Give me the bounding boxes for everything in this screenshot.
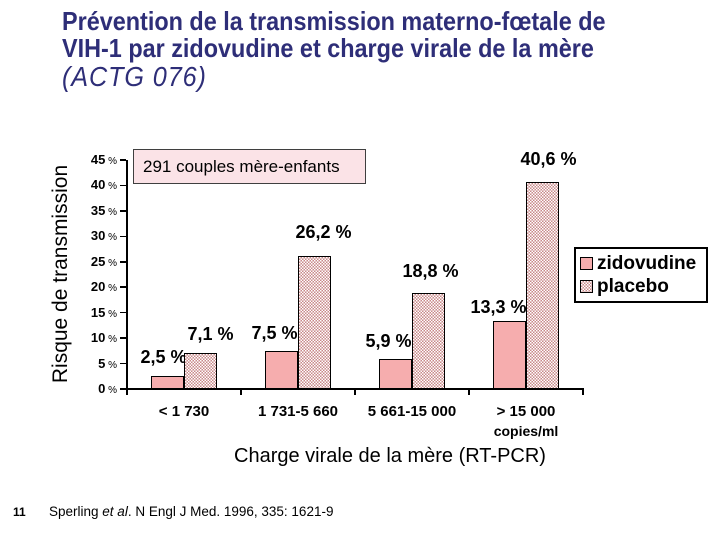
bar-label-zidovudine-1: 7,5 %: [251, 322, 298, 343]
citation-suffix: . N Engl J Med. 1996, 335: 1621-9: [127, 504, 334, 519]
y-tick-label: 10 %: [90, 330, 117, 346]
legend-label-zidovudine: zidovudine: [597, 252, 697, 274]
x-tick: [354, 389, 356, 395]
x-tick: [240, 389, 242, 395]
bar-label-zidovudine-3: 13,3 %: [470, 297, 527, 318]
x-axis-title: Charge virale de la mère (RT-PCR): [234, 445, 546, 467]
citation-prefix: Sperling: [49, 504, 103, 519]
y-tick-label: 0 %: [98, 381, 117, 397]
zidovudine-swatch-icon: [580, 257, 593, 270]
bar-label-zidovudine-2: 5,9 %: [365, 330, 412, 351]
slide-title: Prévention de la transmission materno-fœ…: [62, 8, 638, 92]
bar-placebo-3: [526, 182, 559, 389]
y-axis-line: [126, 160, 128, 389]
bar-label-placebo-2: 18,8 %: [402, 261, 459, 282]
citation-italic: et al: [102, 504, 128, 519]
x-category-label-2: 5 661-15 000: [367, 403, 457, 420]
annotation-box: 291 couples mère-enfants: [133, 149, 366, 184]
legend-item-zidovudine: zidovudine: [580, 252, 702, 274]
placebo-swatch-icon: [580, 280, 593, 293]
legend: zidovudine placebo: [574, 247, 708, 303]
legend-item-placebo: placebo: [580, 275, 702, 297]
y-tick-label: 5 %: [98, 355, 117, 371]
bar-placebo-0: [184, 352, 217, 389]
bar-placebo-1: [298, 255, 331, 389]
x-tick: [468, 389, 470, 395]
y-tick: [120, 235, 126, 238]
title-subtitle: (ACTG 076): [62, 61, 207, 92]
bar-zidovudine-1: [265, 350, 298, 389]
y-tick: [120, 388, 126, 390]
y-tick: [120, 362, 126, 365]
legend-label-placebo: placebo: [597, 275, 669, 297]
y-tick: [120, 261, 126, 263]
y-tick: [120, 159, 126, 161]
y-tick: [120, 337, 126, 339]
bar-label-placebo-0: 7,1 %: [187, 323, 234, 344]
y-tick-label: 40 %: [90, 177, 117, 193]
bar-zidovudine-0: [151, 376, 184, 389]
bar-label-placebo-1: 26,2 %: [295, 221, 352, 242]
bar-label-zidovudine-0: 2,5 %: [140, 347, 187, 368]
bar-zidovudine-2: [379, 358, 412, 389]
y-tick-label: 25 %: [90, 253, 117, 269]
bar-label-placebo-3: 40,6 %: [520, 149, 577, 170]
x-axis-line: [126, 388, 584, 390]
y-tick-label: 15 %: [90, 304, 117, 320]
bar-zidovudine-3: [493, 321, 526, 389]
bar-placebo-2: [412, 293, 445, 389]
x-tick: [582, 389, 584, 395]
x-category-label-0: < 1 730: [158, 403, 210, 420]
y-tick: [120, 184, 126, 187]
y-tick-label: 45 %: [90, 152, 117, 168]
y-tick-label: 20 %: [90, 279, 117, 295]
annotation-text: 291 couples mère-enfants: [143, 156, 340, 176]
citation: Sperling et al. N Engl J Med. 1996, 335:…: [49, 504, 333, 519]
x-axis-unit: copies/ml: [493, 423, 559, 439]
page-number: 11: [13, 505, 26, 519]
y-tick: [120, 311, 126, 314]
x-category-label-3: > 15 000: [496, 403, 556, 420]
y-axis-title: Risque de transmission: [49, 164, 72, 384]
title-line-1: Prévention de la transmission materno-fœ…: [62, 6, 606, 36]
title-line-2: VIH-1 par zidovudine et charge virale de…: [62, 33, 594, 63]
x-category-label-1: 1 731-5 660: [257, 403, 339, 420]
x-tick: [126, 389, 128, 395]
y-tick: [120, 286, 126, 288]
y-tick-label: 30 %: [90, 228, 117, 244]
y-tick-label: 35 %: [90, 202, 117, 218]
y-tick: [120, 210, 126, 212]
